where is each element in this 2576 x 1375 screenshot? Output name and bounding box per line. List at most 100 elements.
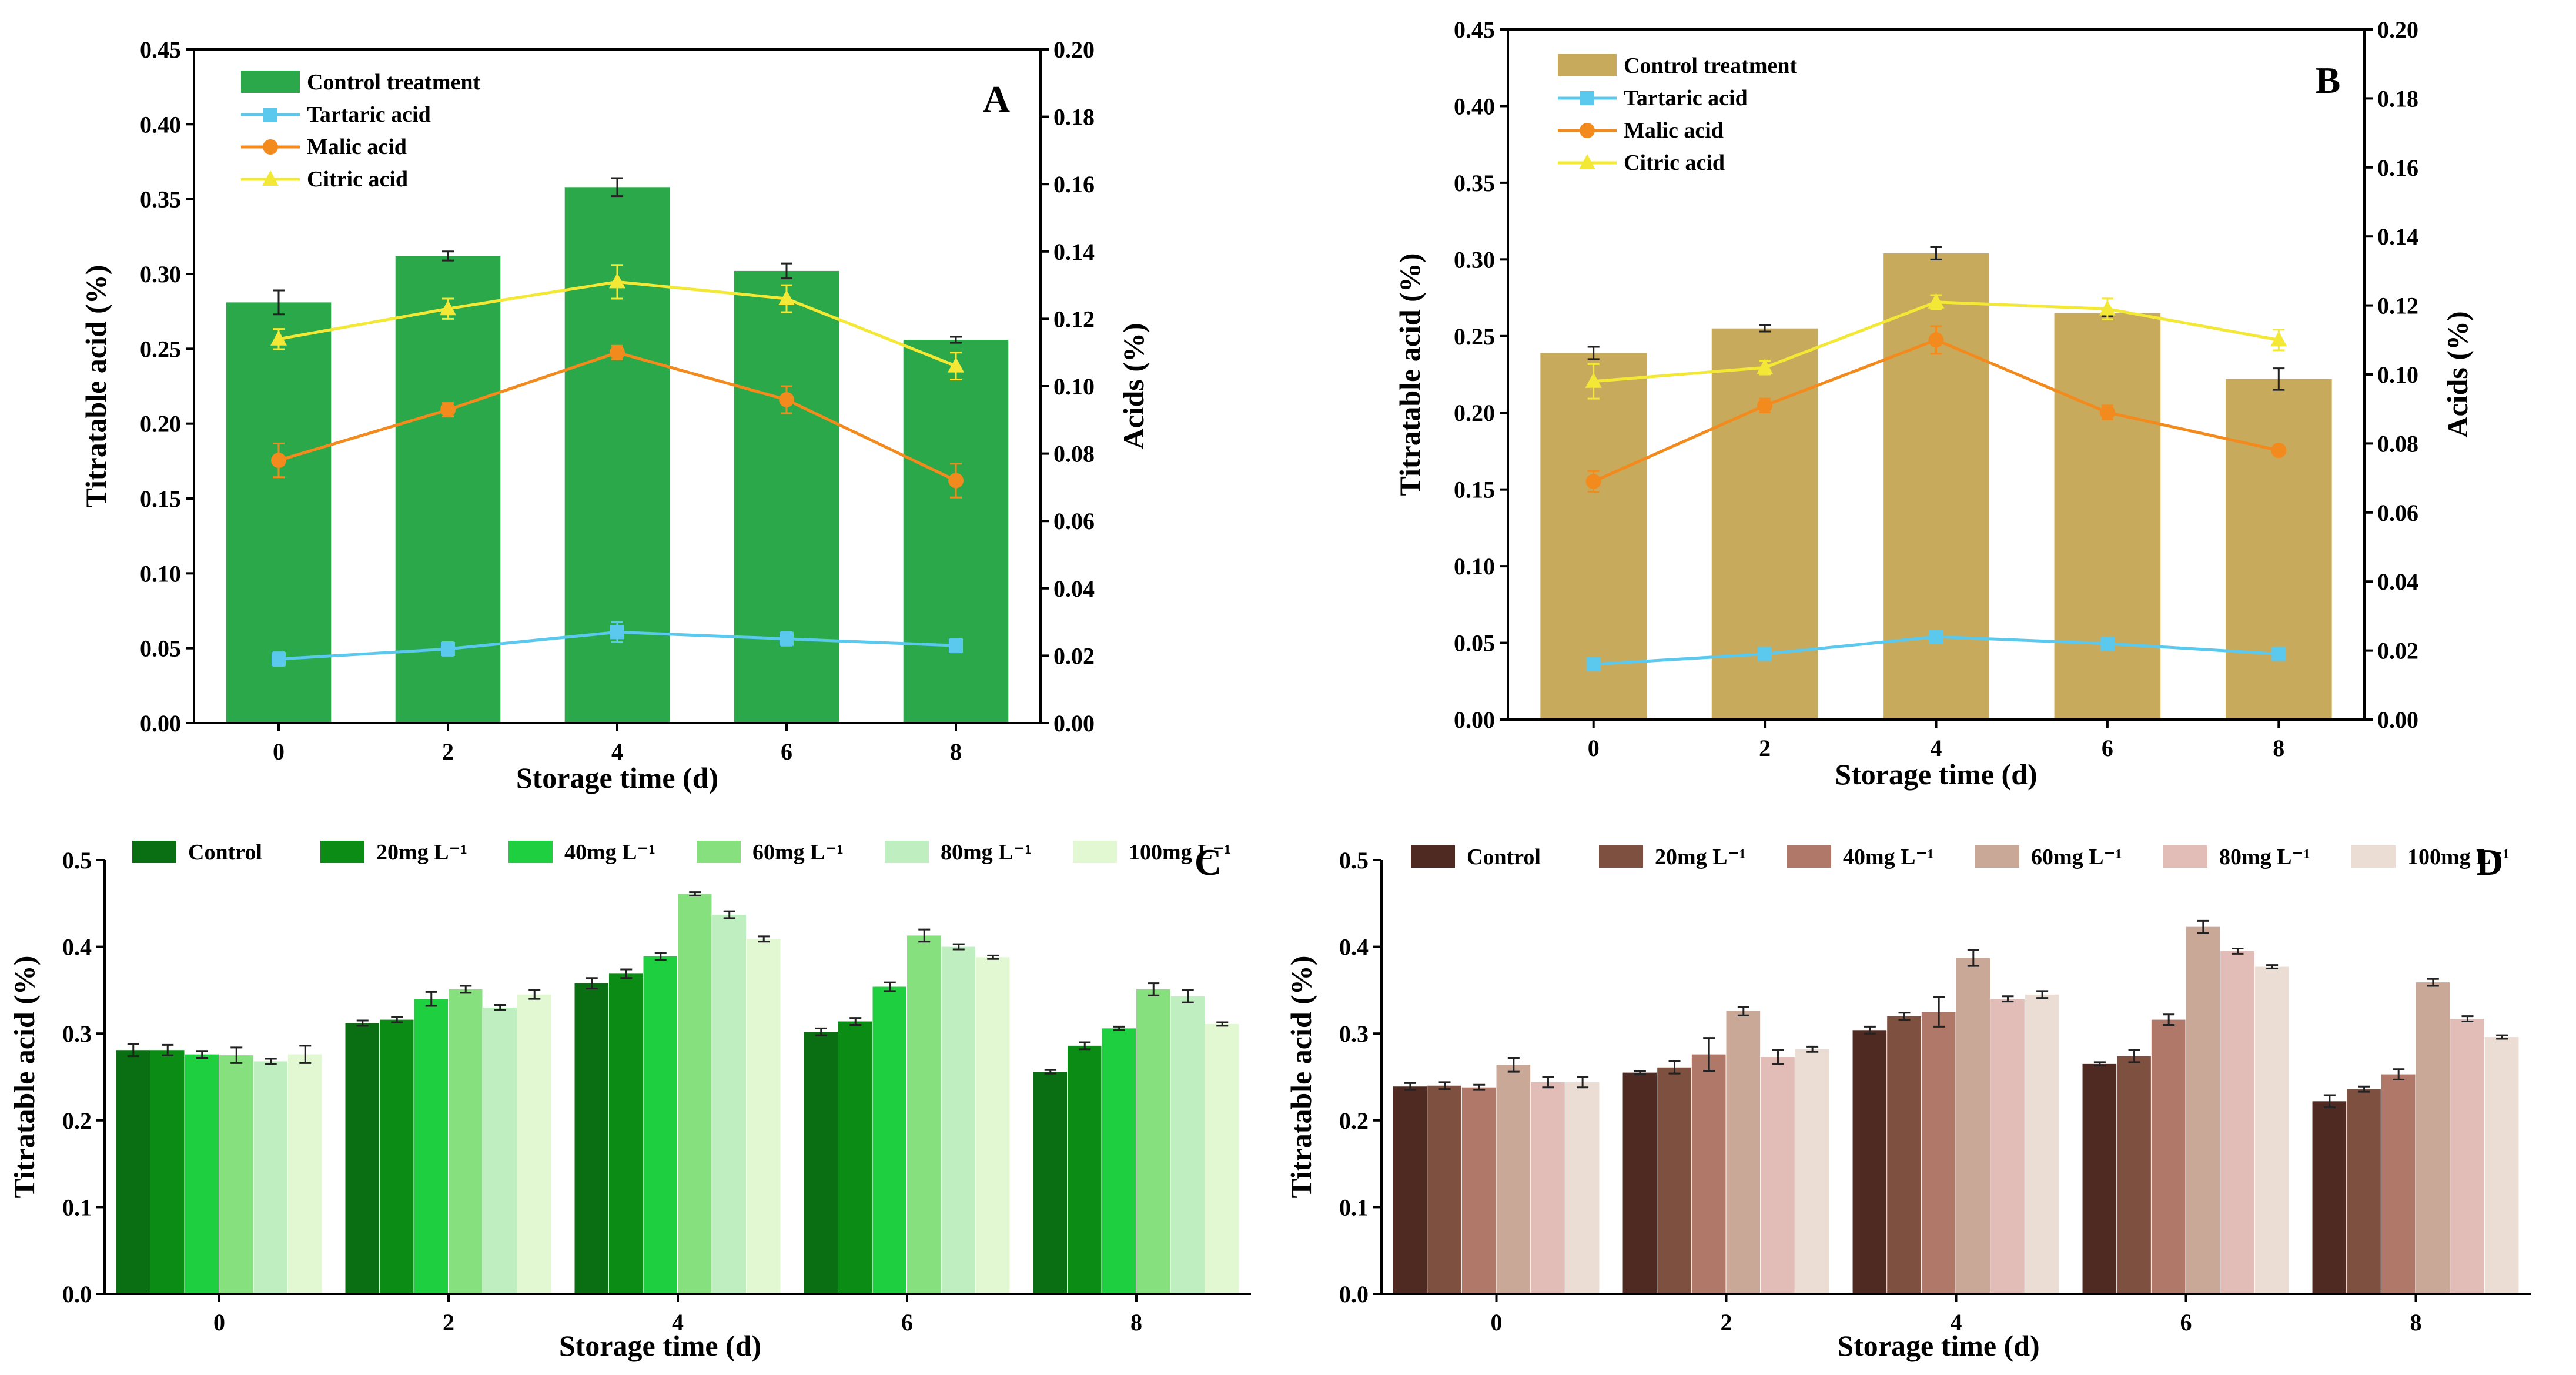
x-tick-label: 4 (672, 1309, 684, 1336)
panel-letter: D (2476, 841, 2503, 883)
legend-marker-tartaric-acid (1580, 91, 1594, 105)
legend-label-series-1: 20mg L⁻¹ (376, 840, 467, 865)
bar-series-2-day-8 (1102, 1028, 1136, 1294)
legend-label-malic-acid: Malic acid (1624, 118, 1724, 143)
legend-swatch-series-1 (1599, 845, 1643, 868)
bar-series-2-day-0 (1461, 1087, 1496, 1294)
bar-control-day-8 (2225, 379, 2332, 720)
bar-series-0-day-2 (1622, 1072, 1657, 1294)
x-tick-label: 8 (2410, 1309, 2422, 1336)
y-tick-label: 0.2 (1339, 1108, 1369, 1134)
y2-tick-label: 0.20 (1053, 36, 1095, 63)
y2-tick-label: 0.12 (1053, 306, 1095, 332)
y2-tick-label: 0.02 (1053, 643, 1095, 669)
bar-series-3-day-6 (907, 935, 941, 1294)
bar-series-2-day-8 (2381, 1074, 2416, 1294)
legend-swatch-series-0 (132, 841, 176, 863)
bar-series-4-day-4 (1990, 999, 2025, 1294)
x-axis-title: Storage time (d) (559, 1329, 761, 1362)
y-tick-label: 0.05 (1454, 630, 1495, 657)
point-citric-acid-day-8 (2270, 331, 2287, 347)
x-tick-label: 6 (901, 1309, 913, 1336)
y-tick-label: 0.35 (1454, 170, 1495, 196)
legend-swatch-series-2 (1787, 845, 1831, 868)
bar-series-1-day-6 (2117, 1056, 2151, 1294)
y-tick-label: 0.5 (62, 847, 92, 874)
bar-series-4-day-0 (253, 1061, 287, 1294)
y-tick-label: 0.25 (140, 336, 181, 362)
x-tick-label: 0 (213, 1309, 225, 1336)
y-tick-label: 0.0 (1339, 1281, 1369, 1307)
legend-marker-malic-acid (263, 139, 278, 155)
y2-tick-label: 0.14 (2377, 223, 2418, 250)
y-tick-label: 0.15 (1454, 477, 1495, 503)
y-tick-label: 0.40 (140, 111, 181, 138)
legend-label-control: Control treatment (1624, 53, 1797, 78)
point-malic-acid-day-8 (948, 473, 964, 489)
legend-label-series-2: 40mg L⁻¹ (1843, 845, 1934, 869)
y-tick-label: 0.0 (62, 1281, 92, 1307)
x-tick-label: 6 (2180, 1309, 2192, 1336)
y2-tick-label: 0.08 (2377, 430, 2418, 457)
bar-series-0-day-8 (2312, 1101, 2347, 1294)
bar-series-3-day-8 (2416, 982, 2450, 1294)
y-tick-label: 0.3 (62, 1021, 92, 1047)
y2-tick-label: 0.18 (2377, 85, 2418, 112)
y-tick-label: 0.05 (140, 635, 181, 662)
point-citric-acid-day-6 (2099, 300, 2116, 316)
x-tick-label: 4 (611, 738, 623, 765)
point-malic-acid-day-2 (1757, 397, 1773, 413)
point-citric-acid-day-6 (778, 290, 795, 306)
bar-series-3-day-0 (219, 1055, 253, 1294)
x-tick-label: 4 (1951, 1309, 1962, 1336)
y2-tick-label: 0.20 (2377, 16, 2418, 43)
y2-tick-label: 0.02 (2377, 638, 2418, 664)
legend-label-citric-acid: Citric acid (307, 167, 408, 192)
point-malic-acid-day-4 (1928, 332, 1944, 348)
x-tick-label: 6 (2102, 735, 2113, 761)
y-axis-title: Titratable acid (%) (1393, 253, 1426, 496)
bar-series-2-day-2 (1691, 1054, 1726, 1294)
bar-series-3-day-8 (1136, 989, 1170, 1294)
x-tick-label: 8 (950, 738, 962, 765)
x-tick-label: 2 (1721, 1309, 1732, 1336)
bar-series-1-day-4 (609, 973, 643, 1294)
point-tartaric-acid-day-8 (2271, 647, 2286, 661)
y-tick-label: 0.10 (1454, 553, 1495, 580)
x-axis-title: Storage time (d) (516, 761, 718, 794)
y-tick-label: 0.00 (140, 710, 181, 737)
y-tick-label: 0.45 (1454, 16, 1495, 43)
legend-label-tartaric-acid: Tartaric acid (307, 102, 431, 127)
legend-swatch-control (1558, 54, 1617, 76)
bar-series-5-day-8 (1205, 1023, 1239, 1294)
y2-axis-title: Acids (%) (1117, 323, 1150, 449)
bar-control-day-8 (903, 340, 1009, 723)
bar-series-1-day-0 (150, 1050, 185, 1294)
point-tartaric-acid-day-6 (780, 631, 794, 646)
y2-tick-label: 0.00 (2377, 707, 2418, 733)
panel-letter: A (983, 78, 1010, 120)
x-tick-label: 8 (1130, 1309, 1142, 1336)
y2-tick-label: 0.16 (1053, 171, 1095, 198)
point-citric-acid-day-4 (1928, 293, 1945, 309)
x-tick-label: 2 (443, 1309, 454, 1336)
panel-letter: C (1195, 841, 1222, 883)
y2-tick-label: 0.04 (2377, 568, 2418, 595)
legend-swatch-series-4 (2163, 845, 2207, 868)
bar-series-4-day-0 (1531, 1082, 1565, 1294)
bar-series-1-day-2 (380, 1019, 414, 1294)
legend-label-tartaric-acid: Tartaric acid (1624, 86, 1748, 111)
y-tick-label: 0.25 (1454, 323, 1495, 350)
point-citric-acid-day-8 (948, 357, 964, 373)
legend-label-control: Control treatment (307, 70, 480, 95)
legend-label-series-5: 100mg L⁻¹ (2407, 845, 2510, 869)
x-tick-label: 2 (1759, 735, 1771, 761)
bar-series-2-day-6 (872, 986, 906, 1294)
y-tick-label: 0.1 (62, 1194, 92, 1220)
point-tartaric-acid-day-4 (610, 625, 624, 640)
legend-label-series-3: 60mg L⁻¹ (752, 840, 844, 865)
point-malic-acid-day-6 (2099, 404, 2115, 420)
bar-series-0-day-0 (116, 1050, 150, 1294)
bar-control-day-4 (1883, 253, 1989, 720)
bar-series-4-day-8 (1170, 996, 1205, 1294)
